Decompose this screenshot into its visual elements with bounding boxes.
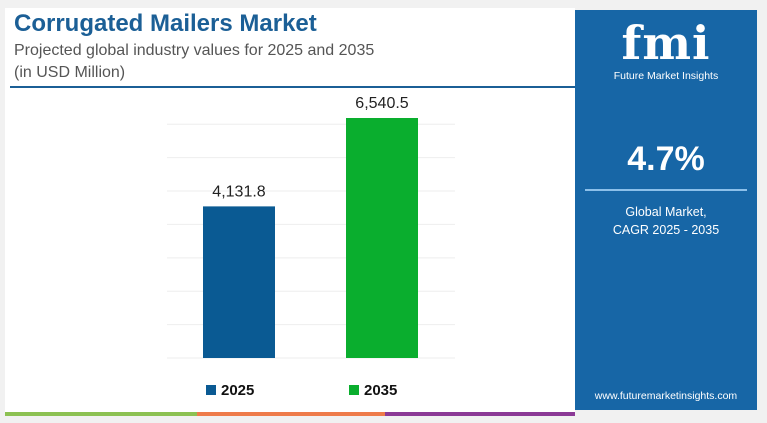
legend-swatch-2025 xyxy=(206,385,216,395)
bar-2035 xyxy=(346,118,418,358)
stripe-green xyxy=(5,412,197,416)
data-label-2025: 4,131.8 xyxy=(212,183,265,200)
legend-label-2025: 2025 xyxy=(221,382,254,399)
logo-subtitle: Future Market Insights xyxy=(613,70,719,82)
data-label-2035: 6,540.5 xyxy=(355,95,408,112)
chart-subtitle: Projected global industry values for 202… xyxy=(14,40,374,84)
subtitle-line-2: (in USD Million) xyxy=(14,64,126,81)
stripe-orange xyxy=(197,412,385,416)
title-divider xyxy=(10,86,575,88)
cagr-description: Global Market, CAGR 2025 - 2035 xyxy=(575,203,757,239)
cagr-panel: fmi Future Market Insights 4.7% Global M… xyxy=(575,10,757,410)
chart-title: Corrugated Mailers Market xyxy=(14,10,317,37)
panel-divider xyxy=(585,189,747,191)
bar-chart: 4,131.8 2025 6,540.5 2035 xyxy=(167,95,455,399)
bar-2025 xyxy=(203,206,275,358)
website-link[interactable]: www.futuremarketinsights.com xyxy=(594,390,738,402)
stripe-purple xyxy=(385,412,575,416)
chart-card xyxy=(5,8,575,415)
subtitle-line-1: Projected global industry values for 202… xyxy=(14,42,375,59)
cagr-value: 4.7% xyxy=(627,140,705,178)
legend-label-2035: 2035 xyxy=(364,382,397,399)
desc-line-1: Global Market, xyxy=(625,205,707,219)
desc-line-2: CAGR 2025 - 2035 xyxy=(612,223,720,237)
legend-swatch-2035 xyxy=(349,385,359,395)
fmi-logo: fmi xyxy=(621,16,711,70)
